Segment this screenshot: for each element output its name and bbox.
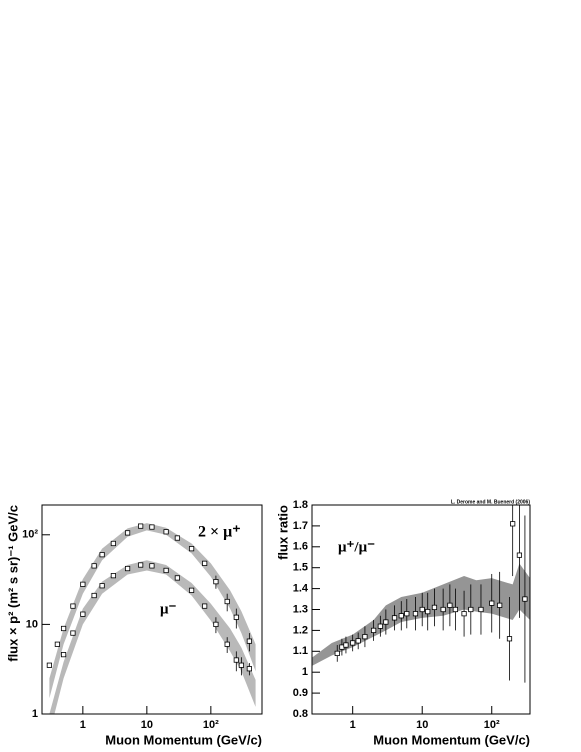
data-point xyxy=(497,602,503,608)
y-tick-label: 1.3 xyxy=(293,603,308,615)
data-point xyxy=(468,606,474,613)
data-point xyxy=(124,530,131,536)
data-point xyxy=(80,611,86,617)
y-tick-label: 10² xyxy=(22,529,38,541)
y-tick-label: 1 xyxy=(302,666,308,678)
data-point xyxy=(516,552,523,558)
data-point xyxy=(431,604,438,611)
data-point xyxy=(478,606,484,613)
data-point xyxy=(447,602,453,608)
data-point xyxy=(334,650,340,656)
data-point xyxy=(99,583,105,589)
data-point xyxy=(60,652,67,658)
data-point xyxy=(522,596,528,602)
model-band xyxy=(49,523,256,699)
y-tick-label: 1.8 xyxy=(293,499,308,511)
data-point xyxy=(238,662,244,668)
data-point xyxy=(343,642,349,648)
data-point xyxy=(452,606,458,613)
data-point xyxy=(510,521,516,527)
x-tick-label: 1 xyxy=(350,719,356,731)
data-point xyxy=(188,587,195,593)
data-point xyxy=(91,563,97,569)
model-band xyxy=(49,560,256,714)
data-point xyxy=(138,562,144,568)
data-point xyxy=(70,630,76,636)
data-point xyxy=(188,546,195,552)
data-point xyxy=(404,611,410,617)
data-point xyxy=(110,540,116,547)
data-point xyxy=(461,611,467,617)
y-tick-label: 0.8 xyxy=(293,708,308,720)
annotation: 2 × μ⁺ xyxy=(198,524,241,541)
data-point xyxy=(383,619,389,625)
y-tick-label: 1.7 xyxy=(293,520,308,532)
annotation: μ⁻ xyxy=(160,601,177,617)
data-point xyxy=(350,640,356,646)
data-point xyxy=(163,529,169,535)
annotation: L. Derome and M. Buenerd (2006) xyxy=(451,499,531,505)
y-tick-label: 1.1 xyxy=(293,645,308,657)
data-point xyxy=(46,662,52,668)
data-point xyxy=(149,563,155,569)
y-tick-label: 10 xyxy=(26,618,38,630)
plot-area xyxy=(46,523,256,714)
data-point xyxy=(440,606,446,613)
data-point xyxy=(60,625,67,632)
data-point xyxy=(224,598,230,605)
data-point xyxy=(91,592,97,599)
data-point xyxy=(99,552,105,558)
data-point xyxy=(70,603,76,609)
x-tick-label: 10 xyxy=(416,719,428,731)
data-point xyxy=(371,627,377,634)
y-tick-label: 0.9 xyxy=(293,687,308,699)
data-point xyxy=(412,611,419,617)
data-point xyxy=(246,638,252,644)
annotation: μ⁺/μ⁻ xyxy=(338,539,375,555)
data-point xyxy=(391,615,398,621)
data-point xyxy=(355,638,361,644)
data-point xyxy=(233,614,239,620)
data-point xyxy=(213,621,219,627)
data-point xyxy=(419,606,425,613)
data-point xyxy=(80,581,86,587)
data-point xyxy=(489,600,495,606)
model-band xyxy=(312,563,530,666)
y-tick-label: 1.4 xyxy=(293,583,309,595)
data-point xyxy=(163,567,169,574)
data-point xyxy=(124,565,131,572)
data-point xyxy=(246,666,252,672)
data-point xyxy=(149,524,155,530)
y-tick-label: 1.2 xyxy=(293,624,308,636)
data-point xyxy=(174,535,180,541)
data-point xyxy=(425,608,431,615)
x-axis-label: Muon Momentum (GeV/c) xyxy=(105,732,262,747)
x-tick-label: 10 xyxy=(141,719,153,731)
data-point xyxy=(202,560,208,566)
y-tick-label: 1.5 xyxy=(293,562,308,574)
y-tick-label: 1 xyxy=(32,708,38,720)
y-axis-label: flux × p² (m² s sr)⁻¹ GeV/c xyxy=(5,505,20,662)
x-axis-label: Muon Momentum (GeV/c) xyxy=(373,732,530,747)
data-point xyxy=(213,579,219,585)
x-tick-label: 1 xyxy=(80,719,86,731)
x-tick-label: 10² xyxy=(203,719,219,731)
data-point xyxy=(202,603,208,609)
data-point xyxy=(233,657,239,663)
data-point xyxy=(138,523,144,529)
y-tick-label: 1.6 xyxy=(293,541,308,553)
data-point xyxy=(54,641,60,647)
data-point xyxy=(110,573,116,579)
data-point xyxy=(174,575,180,581)
data-point xyxy=(224,641,230,647)
data-point xyxy=(398,613,404,619)
y-axis-label: flux ratio xyxy=(275,505,290,560)
data-point xyxy=(506,636,513,642)
frame xyxy=(41,504,263,715)
data-point xyxy=(377,623,383,629)
data-point xyxy=(362,634,368,640)
x-tick-label: 10² xyxy=(484,719,500,731)
plot-area xyxy=(312,505,530,683)
